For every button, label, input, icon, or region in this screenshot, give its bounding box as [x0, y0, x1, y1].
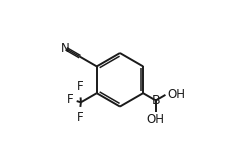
- Text: N: N: [61, 42, 69, 55]
- Text: B: B: [151, 94, 160, 107]
- Text: F: F: [77, 111, 83, 124]
- Text: OH: OH: [147, 113, 165, 126]
- Text: F: F: [77, 80, 84, 93]
- Text: F: F: [66, 93, 73, 106]
- Text: OH: OH: [167, 88, 185, 100]
